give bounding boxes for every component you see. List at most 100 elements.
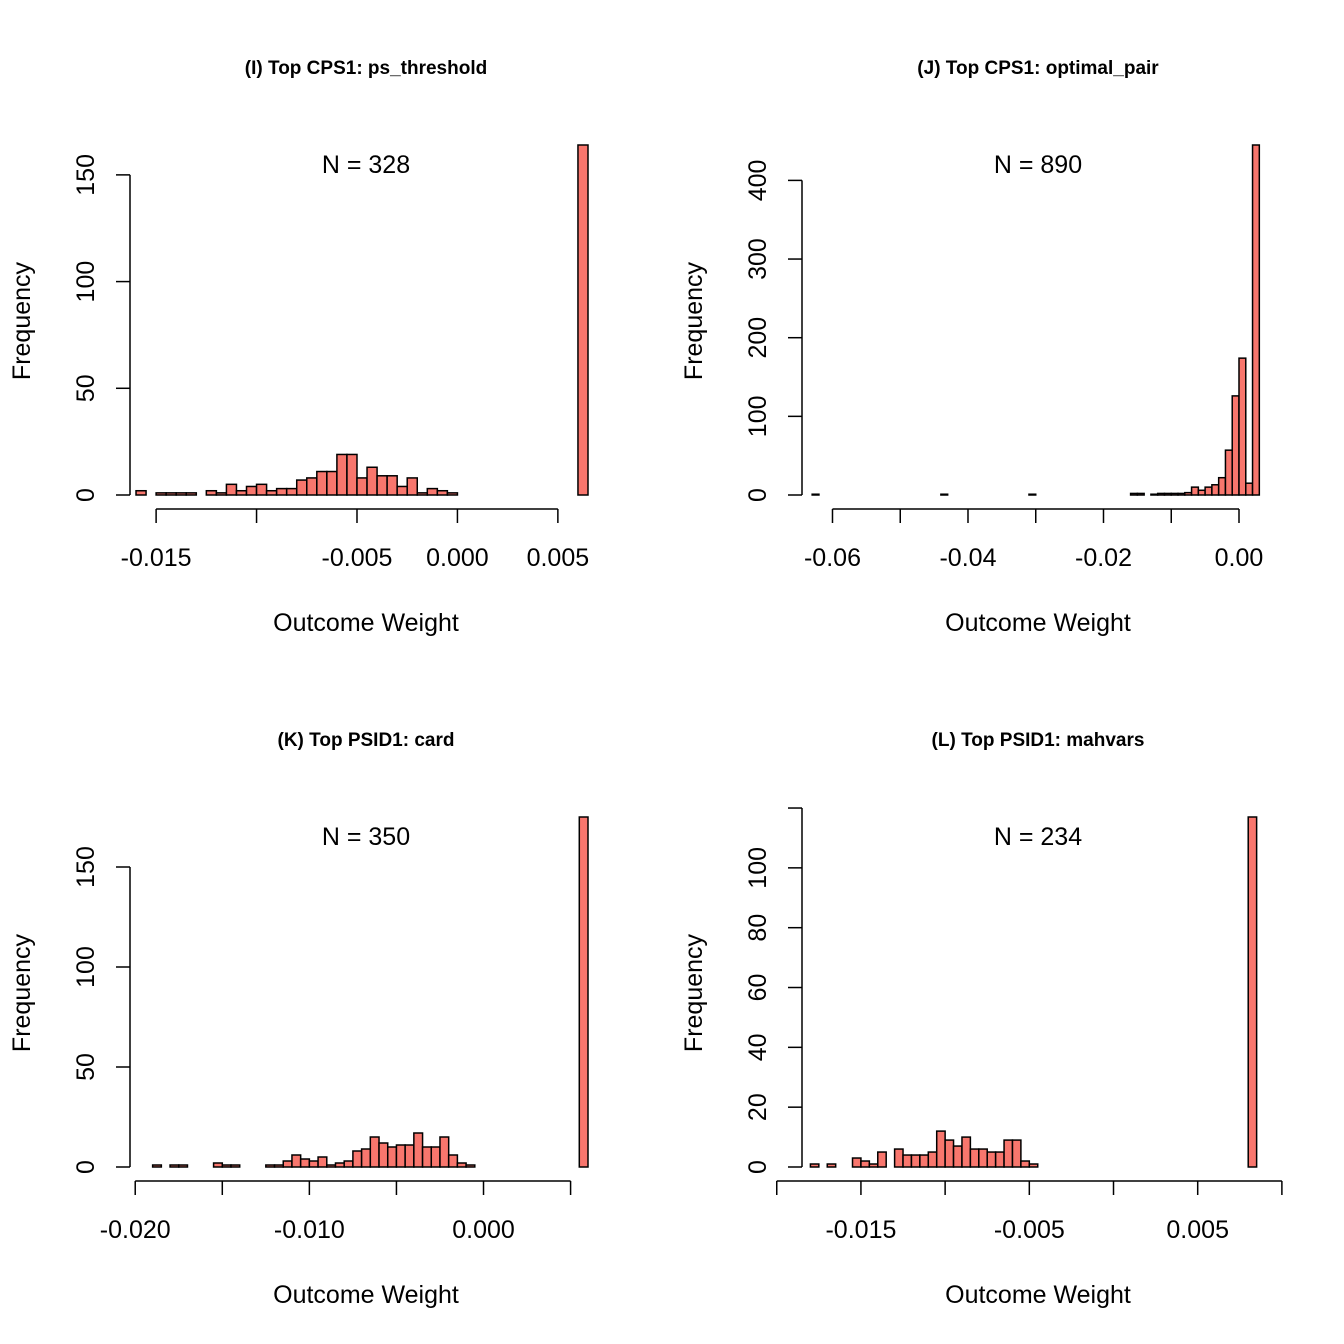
- y-axis-title: Frequency: [8, 933, 36, 1052]
- y-tick-label: 150: [72, 846, 100, 888]
- histogram-bar: [317, 1156, 328, 1168]
- histogram-bar: [326, 1164, 337, 1168]
- n-annotation: N = 328: [322, 151, 410, 179]
- histogram-bar: [230, 1164, 241, 1168]
- histogram-bar: [935, 1130, 946, 1168]
- histogram-bar: [902, 1154, 913, 1168]
- panel-title: (K) Top PSID1: card: [278, 730, 455, 751]
- histogram-bar: [1177, 492, 1186, 496]
- histogram-bar: [826, 1163, 837, 1168]
- histogram-bar: [1245, 482, 1254, 496]
- x-tick-label: 0.000: [426, 544, 489, 572]
- histogram-bar: [235, 489, 248, 496]
- histogram-bar: [994, 1151, 1005, 1168]
- histogram-bar: [868, 1163, 879, 1168]
- histogram-bar: [225, 483, 238, 496]
- histogram-bar: [346, 453, 358, 496]
- bars: [809, 816, 1258, 1168]
- histogram-bar: [366, 466, 378, 496]
- x-tick-label: -0.005: [994, 1216, 1065, 1244]
- y-tick-label: 0: [72, 1160, 100, 1174]
- y-tick-label: 80: [744, 914, 772, 942]
- histogram-bar: [577, 144, 589, 496]
- x-tick-label: -0.005: [322, 544, 393, 572]
- n-annotation: N = 890: [994, 151, 1082, 179]
- x-tick-label: -0.015: [825, 1216, 896, 1244]
- histogram-bar: [447, 1154, 459, 1168]
- y-tick-label: 0: [72, 488, 100, 502]
- histogram-bar: [416, 492, 429, 496]
- histogram-bar: [1136, 492, 1145, 496]
- x-tick-label: 0.005: [527, 544, 590, 572]
- histogram-bar: [952, 1145, 963, 1168]
- histogram-bar: [221, 1164, 232, 1168]
- histogram-bar: [851, 1157, 862, 1168]
- histogram-bar: [155, 492, 167, 496]
- n-annotation: N = 350: [322, 823, 410, 851]
- histogram-bar: [430, 1146, 441, 1168]
- histogram-bar: [169, 1164, 180, 1168]
- y-tick-label: 0: [744, 488, 772, 502]
- x-tick-label: -0.02: [1075, 544, 1132, 572]
- histogram-bar: [275, 487, 288, 496]
- panel-title: (L) Top PSID1: mahvars: [932, 730, 1145, 751]
- panel-title: (I) Top CPS1: ps_threshold: [245, 58, 487, 79]
- histogram-bar: [910, 1154, 921, 1168]
- histogram-bar: [986, 1151, 997, 1168]
- x-axis: -0.015 -0.005 0.000 0.005: [121, 508, 590, 572]
- histogram-bar: [578, 816, 589, 1168]
- y-tick-label: 40: [744, 1033, 772, 1061]
- histogram-bar: [265, 489, 278, 496]
- histogram-bar: [860, 1160, 871, 1168]
- histogram-bar: [1028, 1163, 1039, 1168]
- histogram-bar: [1163, 492, 1172, 496]
- histogram-bar: [308, 1160, 319, 1168]
- histogram-bar: [927, 1151, 938, 1168]
- y-tick-label: 100: [744, 395, 772, 437]
- y-tick-label: 50: [72, 1053, 100, 1081]
- histogram-bar: [893, 1148, 904, 1168]
- histogram-bar: [282, 1160, 293, 1168]
- histogram-bar: [295, 479, 308, 496]
- x-tick-label: 0.000: [452, 1216, 515, 1244]
- y-tick-label: 20: [744, 1093, 772, 1121]
- histogram-bar: [151, 1164, 163, 1168]
- histogram-bar: [212, 1162, 224, 1168]
- histogram-bar: [944, 1139, 955, 1168]
- histogram-bar: [919, 1154, 930, 1168]
- panel-title: (J) Top CPS1: optimal_pair: [917, 58, 1159, 79]
- histogram-bar: [306, 477, 318, 496]
- histogram-bar: [1251, 144, 1261, 496]
- histogram-bar: [1204, 486, 1213, 496]
- x-tick-label: -0.04: [939, 544, 996, 572]
- histogram-bar: [1238, 357, 1247, 496]
- y-tick-label: 300: [744, 238, 772, 280]
- y-axis: 0 100 200 300 400: [744, 160, 803, 502]
- y-axis: 0 50 100 150: [72, 846, 131, 1174]
- histogram-bar: [336, 453, 348, 496]
- n-annotation: N = 234: [994, 823, 1082, 851]
- histogram-bar: [215, 492, 228, 496]
- histogram-bar: [291, 1154, 302, 1168]
- x-axis: -0.06 -0.04 -0.02 0.00: [804, 508, 1263, 572]
- histogram-bar: [426, 487, 439, 496]
- y-tick-label: 100: [744, 847, 772, 889]
- y-tick-label: 50: [72, 374, 100, 402]
- histogram-bar: [360, 1148, 372, 1168]
- histogram-bar: [334, 1162, 345, 1168]
- histogram-bar: [185, 492, 198, 496]
- y-tick-label: 60: [744, 974, 772, 1002]
- histogram-bar: [396, 485, 408, 496]
- histogram-bar: [326, 470, 338, 496]
- histogram-bar: [961, 1136, 972, 1168]
- histogram-bar: [978, 1148, 988, 1168]
- histogram-bar: [316, 470, 328, 496]
- y-tick-label: 0: [744, 1160, 772, 1174]
- histogram-bar: [273, 1164, 284, 1168]
- x-axis: -0.020 -0.010 0.000: [100, 1180, 572, 1244]
- histogram-bar: [1170, 492, 1179, 496]
- y-axis-title: Frequency: [680, 261, 708, 380]
- histogram-bar: [1003, 1139, 1014, 1168]
- histogram-bar: [386, 475, 398, 496]
- histogram-bar: [1156, 492, 1166, 496]
